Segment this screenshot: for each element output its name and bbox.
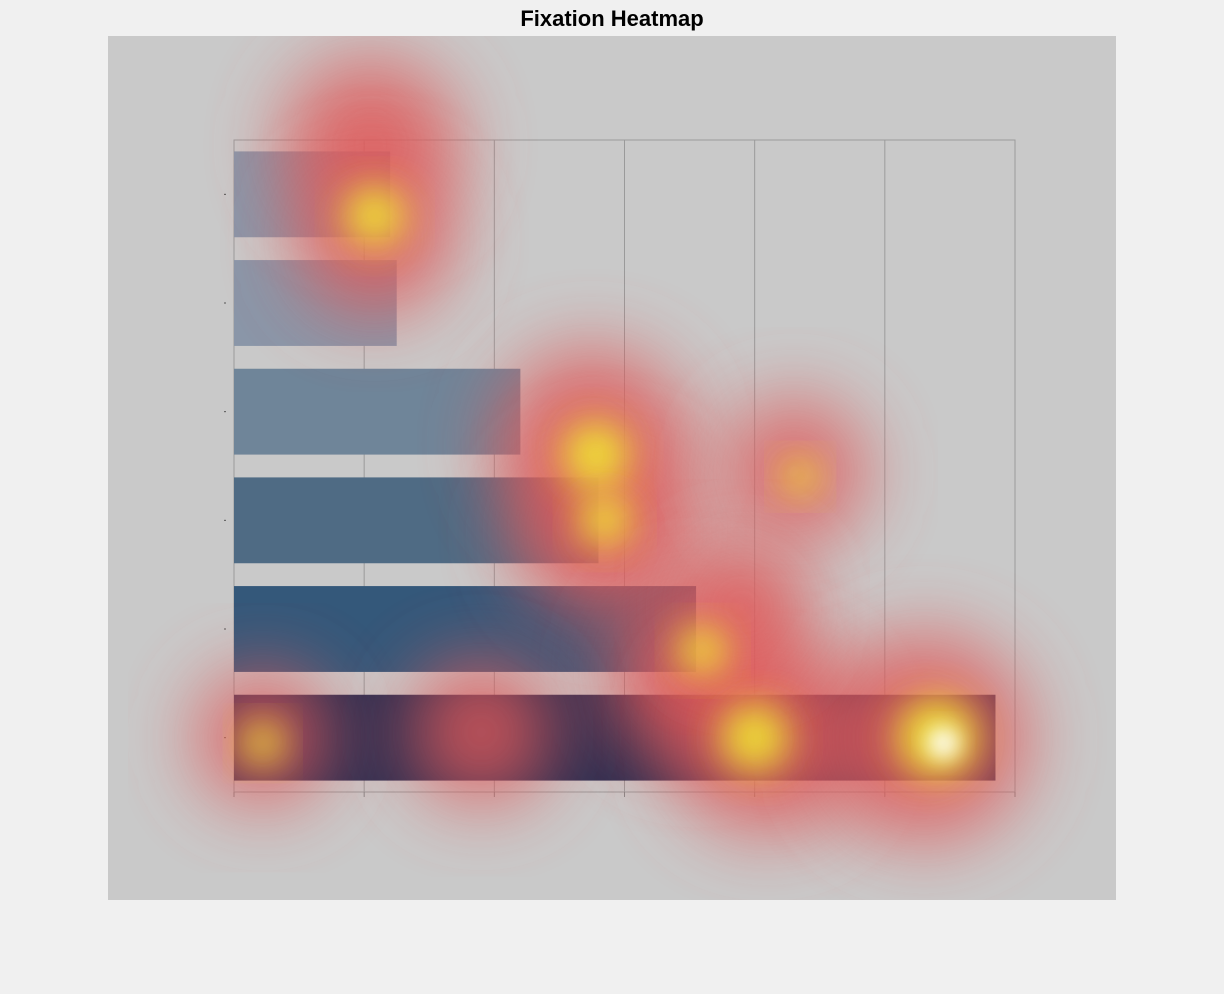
heat-blob [409, 660, 554, 805]
heatmap-figure [108, 36, 1116, 900]
heat-peak [927, 727, 960, 760]
heat-hotspot [782, 458, 819, 495]
bar [234, 368, 521, 455]
heat-hotspot [678, 626, 727, 675]
heat-hotspot [720, 703, 789, 772]
heat-hotspot [561, 421, 630, 490]
bar-chart [108, 36, 1116, 900]
heat-hotspot [344, 186, 405, 247]
heat-hotspot [578, 494, 631, 547]
chart-title: Fixation Heatmap [520, 6, 704, 31]
heat-hotspot [242, 723, 283, 764]
